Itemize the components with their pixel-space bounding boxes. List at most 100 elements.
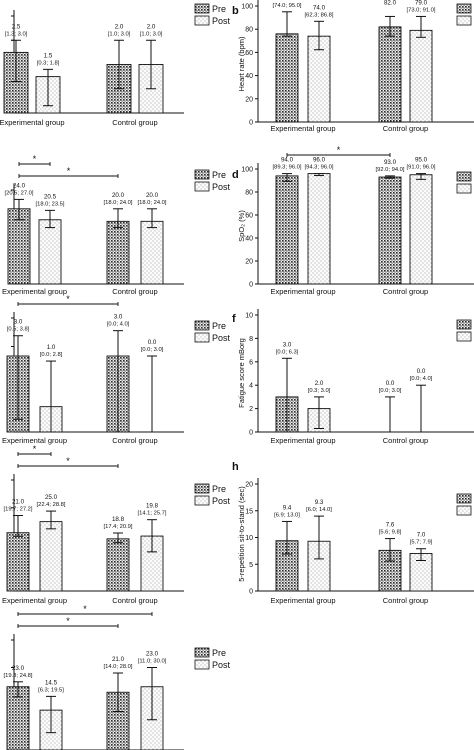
data-label: 18.8 [112, 516, 125, 523]
y-axis-label: 5-repetition sit-to-stand (sec) [237, 486, 246, 582]
data-label: 95.0 [415, 157, 428, 164]
y-tick-label: 20 [245, 482, 253, 489]
bar [378, 176, 402, 285]
data-label-ci: [17.4; 20.9] [103, 524, 132, 530]
legend-swatch-pre [194, 483, 210, 494]
data-label-ci: [91.0; 96.0] [406, 165, 435, 171]
data-label: 23.0 [12, 665, 25, 672]
legend-swatch-post [456, 505, 472, 516]
x-tick-label: Experimental group [2, 596, 67, 605]
data-label: 3.0 [283, 341, 292, 348]
y-tick-label: 80 [245, 27, 253, 34]
y-tick-label: 0 [249, 120, 253, 127]
y-tick-label: 6 [249, 359, 253, 366]
x-tick-label: Control group [112, 118, 157, 127]
data-label-ci: [5.6; 9.8] [379, 530, 402, 536]
data-label: 20.5 [44, 193, 57, 200]
legend-label-post: Post [212, 16, 231, 26]
bar [378, 26, 402, 123]
data-label-ci: [19.3; 24.8] [3, 673, 32, 679]
data-label: 14.5 [45, 679, 58, 686]
data-label-ci: [6.0; 14.0] [306, 507, 332, 513]
legend-swatch-pre [194, 647, 210, 658]
data-label: 79.0 [415, 0, 428, 6]
legend-swatch-post [194, 181, 210, 192]
legend-label-post: Post [212, 182, 231, 192]
y-tick-label: 8 [249, 336, 253, 343]
data-label-ci: [18.0; 24.0] [103, 200, 132, 206]
data-label-ci: [1.0; 3.0] [108, 31, 131, 37]
data-label-ci: [11.0; 30.0] [138, 659, 167, 665]
legend-swatch-pre [456, 171, 472, 182]
x-tick-label: Experimental group [270, 596, 335, 605]
y-axis-label: Fatigue score mBorg [237, 338, 246, 408]
data-label: 20.0 [112, 192, 125, 199]
y-tick-label: 0 [249, 589, 253, 596]
data-label: 2.0 [315, 380, 324, 387]
significance-star: * [66, 456, 70, 466]
legend-label-post: Post [212, 333, 231, 343]
data-label-ci: [1.3; 3.0] [5, 31, 28, 37]
bar [38, 219, 62, 285]
data-label-ci: [62.3; 86.8] [304, 12, 333, 18]
y-axis-label: Heart rate (bpm) [237, 36, 246, 92]
legend-swatch-post [194, 659, 210, 670]
data-label-ci: [0.0; 3.0] [141, 347, 164, 353]
data-label-ci: [92.0; 94.0] [375, 167, 404, 173]
y-tick-label: 40 [245, 236, 253, 243]
legend-swatch-pre [456, 319, 472, 330]
data-label-ci: [0.0; 4.0] [410, 376, 433, 382]
panel-letter: f [232, 313, 236, 325]
legend-label-pre: Pre [212, 321, 226, 331]
data-label: 0.0 [148, 339, 157, 346]
bar [275, 175, 299, 285]
legend-swatch-post [194, 495, 210, 506]
data-label: 0.0 [417, 368, 426, 375]
data-label: 9.3 [315, 499, 324, 506]
data-label-ci: [0.0; 2.8] [40, 352, 63, 358]
data-label: 96.0 [313, 157, 326, 164]
data-label: 2.5 [12, 23, 21, 30]
significance-star: * [337, 145, 341, 155]
bar [307, 173, 331, 285]
y-tick-label: 40 [245, 73, 253, 80]
x-tick-label: Experimental group [270, 124, 335, 133]
legend-swatch-post [194, 15, 210, 26]
data-label-ci: [19.7; 27.2] [3, 507, 32, 513]
y-tick-label: 0 [249, 282, 253, 289]
data-label: 93.0 [384, 159, 397, 166]
data-label: 82.0 [384, 0, 397, 6]
x-tick-label: Control group [112, 436, 157, 445]
data-label: 9.4 [283, 504, 292, 511]
legend-swatch-pre [194, 169, 210, 180]
data-label: 19.8 [146, 503, 159, 510]
legend-swatch-pre [194, 3, 210, 14]
data-label-ci: [20.5; 27.0] [4, 190, 33, 196]
y-tick-label: 20 [245, 259, 253, 266]
bar [140, 220, 164, 285]
data-label-ci: [22.4; 28.8] [36, 502, 65, 508]
bar [106, 538, 130, 592]
data-label-ci: [18.0; 24.0] [137, 200, 166, 206]
data-label-ci: [6.3; 19.5] [38, 687, 64, 693]
y-tick-label: 15 [245, 508, 253, 515]
data-label-ci: [0.3; 3.0] [308, 388, 331, 394]
legend-label-pre: Pre [212, 484, 226, 494]
data-label: 23.0 [146, 651, 159, 658]
panel-letter: d [232, 169, 239, 181]
significance-star: * [66, 294, 70, 304]
data-label: 1.0 [47, 344, 56, 351]
data-label: 1.5 [44, 52, 53, 59]
data-label-ci: [0.3; 1.8] [37, 60, 60, 66]
data-label: 2.0 [147, 23, 156, 30]
y-tick-label: 2 [249, 406, 253, 413]
y-axis-label: SpO₂ (%) [237, 210, 246, 242]
data-label-ci: [18.0; 23.5] [35, 201, 64, 207]
panel-letter: b [232, 5, 239, 17]
data-label: 94.0 [281, 157, 294, 164]
bar [409, 174, 433, 285]
y-tick-label: 5 [249, 562, 253, 569]
x-tick-label: Experimental group [0, 118, 65, 127]
